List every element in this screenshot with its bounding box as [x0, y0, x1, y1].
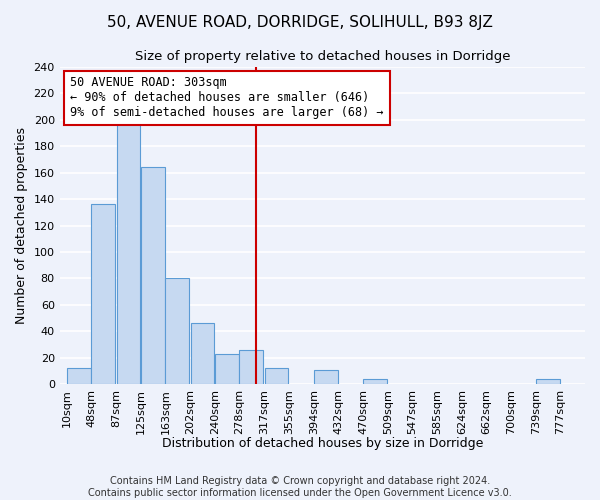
Bar: [91, 204, 115, 384]
Bar: [536, 379, 560, 384]
Bar: [215, 354, 239, 384]
Title: Size of property relative to detached houses in Dorridge: Size of property relative to detached ho…: [134, 50, 510, 63]
Bar: [166, 278, 189, 384]
Bar: [314, 370, 338, 384]
Text: 50, AVENUE ROAD, DORRIDGE, SOLIHULL, B93 8JZ: 50, AVENUE ROAD, DORRIDGE, SOLIHULL, B93…: [107, 15, 493, 30]
Bar: [191, 324, 214, 384]
Bar: [67, 368, 91, 384]
Bar: [116, 124, 140, 384]
Bar: [239, 350, 263, 384]
Bar: [141, 168, 165, 384]
X-axis label: Distribution of detached houses by size in Dorridge: Distribution of detached houses by size …: [161, 437, 483, 450]
Text: 50 AVENUE ROAD: 303sqm
← 90% of detached houses are smaller (646)
9% of semi-det: 50 AVENUE ROAD: 303sqm ← 90% of detached…: [70, 76, 383, 120]
Text: Contains HM Land Registry data © Crown copyright and database right 2024.
Contai: Contains HM Land Registry data © Crown c…: [88, 476, 512, 498]
Bar: [265, 368, 288, 384]
Bar: [363, 379, 387, 384]
Y-axis label: Number of detached properties: Number of detached properties: [15, 127, 28, 324]
